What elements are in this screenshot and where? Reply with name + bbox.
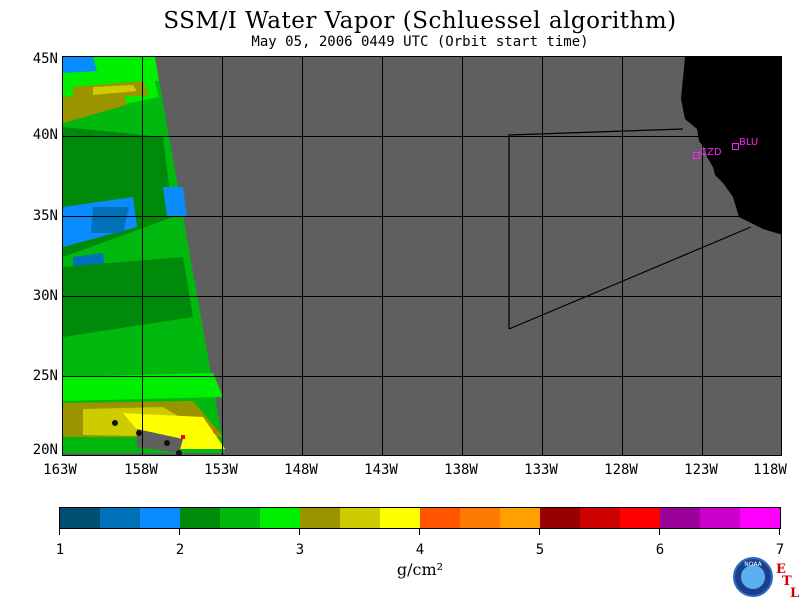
colorbar-swatch xyxy=(220,508,260,528)
etl-letter-l: L xyxy=(790,586,800,601)
colorbar-swatch xyxy=(100,508,140,528)
lon-label: 158W xyxy=(124,462,158,478)
colorbar-swatch xyxy=(140,508,180,528)
chart-title: SSM/I Water Vapor (Schluessel algorithm) xyxy=(163,8,677,34)
noaa-logo-icon: NOAA xyxy=(733,557,773,597)
colorbar xyxy=(59,507,781,529)
colorbar-swatch xyxy=(300,508,340,528)
colorbar-label: 6 xyxy=(655,542,665,558)
lon-label: 118W xyxy=(753,462,787,478)
colorbar-swatch xyxy=(700,508,740,528)
colorbar-swatch xyxy=(580,508,620,528)
colorbar-tick xyxy=(59,529,60,535)
colorbar-label: 4 xyxy=(415,542,425,558)
colorbar-swatch xyxy=(740,508,780,528)
colorbar-swatch xyxy=(620,508,660,528)
colorbar-label: 5 xyxy=(535,542,545,558)
colorbar-label: 2 xyxy=(175,542,185,558)
noaa-logo-text: NOAA xyxy=(744,561,762,568)
water-vapor-swath xyxy=(63,57,225,453)
island-markers xyxy=(112,420,182,455)
site-marker-czd xyxy=(693,152,700,159)
lon-label: 128W xyxy=(604,462,638,478)
grid-lines xyxy=(63,57,781,455)
colorbar-tick xyxy=(659,529,660,535)
colorbar-tick xyxy=(539,529,540,535)
map-svg xyxy=(63,57,781,455)
map-panel xyxy=(62,56,782,456)
lat-label: 40N xyxy=(32,127,58,143)
colorbar-swatch xyxy=(460,508,500,528)
colorbar-label: 7 xyxy=(775,542,785,558)
lat-label: 20N xyxy=(32,442,58,458)
colorbar-tick xyxy=(779,529,780,535)
colorbar-swatch xyxy=(500,508,540,528)
etl-letter-e: E xyxy=(776,562,786,577)
colorbar-swatch xyxy=(540,508,580,528)
colorbar-swatch xyxy=(340,508,380,528)
lat-label: 25N xyxy=(32,368,58,384)
colorbar-swatch xyxy=(420,508,460,528)
site-label-blu: BLU xyxy=(739,137,759,148)
lon-label: 153W xyxy=(204,462,238,478)
lon-label: 133W xyxy=(524,462,558,478)
colorbar-units: g/cm² xyxy=(396,560,444,579)
colorbar-swatch xyxy=(260,508,300,528)
lat-label: 30N xyxy=(32,288,58,304)
lat-label: 45N xyxy=(32,51,58,67)
site-marker-blu xyxy=(732,143,739,150)
etl-letter-t: T xyxy=(782,574,792,589)
colorbar-swatch xyxy=(60,508,100,528)
domain-outline xyxy=(508,128,684,329)
lat-label: 35N xyxy=(32,208,58,224)
lon-label: 163W xyxy=(43,462,77,478)
colorbar-swatch xyxy=(660,508,700,528)
site-label-czd: CZD xyxy=(700,147,722,158)
chart-subtitle: May 05, 2006 0449 UTC (Orbit start time) xyxy=(251,34,589,50)
lon-label: 123W xyxy=(684,462,718,478)
colorbar-label: 1 xyxy=(55,542,65,558)
colorbar-tick xyxy=(179,529,180,535)
colorbar-label: 3 xyxy=(295,542,305,558)
colorbar-tick xyxy=(299,529,300,535)
lon-label: 138W xyxy=(444,462,478,478)
land-mass xyxy=(681,57,781,235)
lon-label: 148W xyxy=(284,462,318,478)
colorbar-tick xyxy=(419,529,420,535)
lon-label: 143W xyxy=(364,462,398,478)
noaa-logo-center xyxy=(741,565,765,589)
colorbar-swatch xyxy=(380,508,420,528)
colorbar-swatch xyxy=(180,508,220,528)
